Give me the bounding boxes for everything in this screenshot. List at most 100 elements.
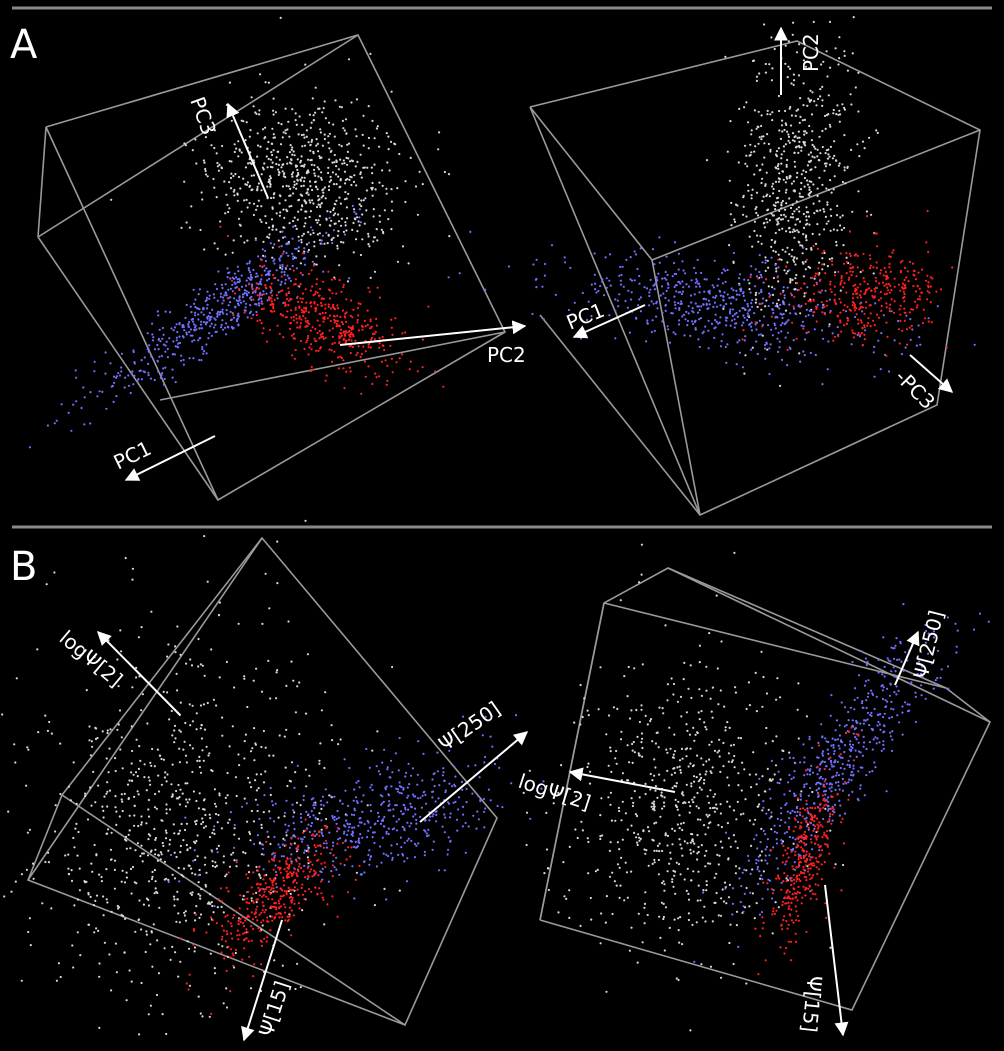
data-point [28, 828, 31, 831]
data-point [246, 316, 249, 319]
data-point [306, 866, 309, 870]
data-point [690, 785, 693, 788]
data-point [754, 321, 757, 324]
data-point [917, 324, 920, 327]
data-point [301, 893, 305, 896]
data-point [278, 907, 281, 910]
data-point [306, 337, 310, 340]
data-point [311, 229, 314, 232]
data-point [391, 828, 394, 831]
data-point [799, 195, 803, 198]
data-point [338, 279, 341, 282]
data-point [221, 144, 224, 148]
data-point [857, 110, 860, 113]
data-point [885, 283, 888, 286]
data-point [779, 384, 782, 387]
data-point [269, 697, 272, 700]
data-point [334, 173, 338, 176]
data-point [260, 940, 263, 943]
data-point [337, 838, 340, 841]
data-point [262, 894, 265, 897]
data-point [318, 844, 321, 847]
data-point [200, 311, 203, 314]
data-point [391, 771, 394, 774]
data-point [434, 370, 437, 373]
data-point [250, 939, 253, 942]
data-point [324, 117, 327, 120]
logpsi2-axis-arrow [97, 631, 181, 716]
data-point [363, 871, 366, 874]
data-point [750, 197, 753, 200]
data-point [299, 178, 302, 181]
data-point [306, 250, 309, 253]
data-point [74, 369, 77, 372]
data-point [172, 340, 175, 343]
data-point [213, 967, 216, 970]
data-point [863, 147, 866, 150]
data-point [270, 800, 274, 803]
data-point [722, 306, 725, 309]
scatter-points [28, 16, 451, 449]
point-cluster [179, 818, 361, 1015]
data-point [927, 281, 930, 284]
data-point [315, 849, 318, 853]
data-point [682, 286, 685, 289]
data-point [729, 324, 732, 327]
data-point [354, 878, 357, 882]
data-point [1, 713, 4, 716]
data-point [900, 353, 904, 356]
data-point [755, 191, 759, 194]
axis-label-pc2: PC2 [799, 33, 823, 72]
data-point [839, 224, 842, 227]
data-point [351, 326, 354, 329]
data-point [286, 856, 289, 860]
data-point [192, 943, 195, 946]
point-cluster [110, 16, 451, 288]
data-point [193, 314, 197, 317]
data-point [321, 795, 324, 798]
data-point [150, 355, 153, 358]
data-point [127, 374, 130, 377]
data-point [282, 314, 285, 317]
data-point [685, 889, 688, 893]
data-point [772, 249, 775, 252]
data-point [182, 358, 185, 362]
data-point [436, 751, 439, 754]
data-point [301, 234, 304, 237]
data-point [198, 327, 201, 330]
data-point [349, 370, 352, 373]
data-point [312, 814, 315, 817]
data-point [833, 293, 837, 296]
data-point [818, 176, 821, 179]
data-point [227, 288, 230, 291]
data-point [415, 844, 418, 847]
data-point [168, 808, 172, 811]
data-point [323, 255, 327, 258]
data-point [300, 886, 303, 890]
data-point [401, 825, 404, 829]
data-point [281, 889, 284, 892]
data-point [343, 830, 346, 833]
data-point [453, 783, 456, 786]
data-point [477, 795, 480, 798]
data-point [368, 766, 371, 769]
data-point [510, 782, 513, 785]
data-point [45, 583, 48, 586]
data-point [906, 270, 909, 273]
data-point [743, 339, 746, 342]
data-point [282, 855, 285, 858]
data-point [262, 729, 265, 733]
data-point [345, 833, 349, 837]
data-point [67, 867, 70, 870]
data-point [748, 154, 751, 157]
data-point [204, 169, 207, 173]
data-point [285, 251, 288, 255]
data-point [273, 298, 276, 302]
data-point [175, 336, 178, 339]
data-point [254, 237, 257, 240]
data-point [198, 916, 201, 920]
data-point [254, 916, 257, 919]
data-point [245, 928, 248, 931]
data-point [793, 288, 796, 291]
data-point [857, 318, 860, 321]
